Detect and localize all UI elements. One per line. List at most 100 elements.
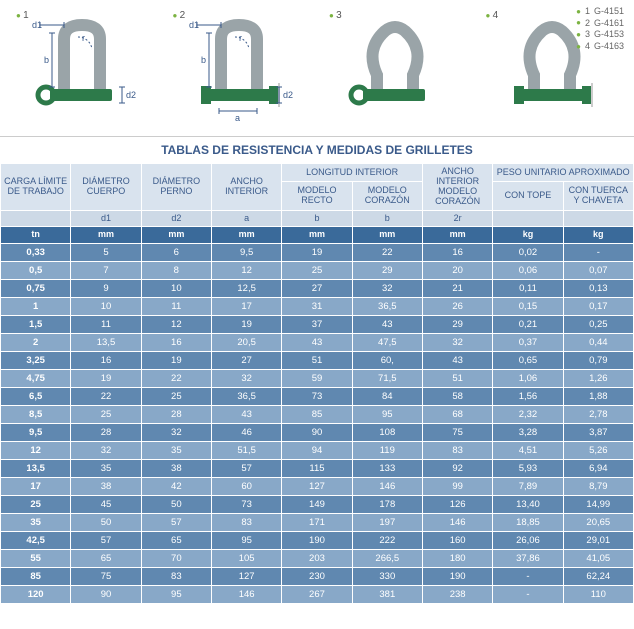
- cell: 119: [352, 442, 422, 460]
- diagram-number: 2: [173, 10, 186, 21]
- cell: 11: [71, 316, 141, 334]
- diagram-3: 3: [321, 8, 470, 128]
- unit-mm: mm: [141, 227, 211, 244]
- cell: 25: [1, 496, 71, 514]
- cell: 5: [71, 244, 141, 262]
- cell: 19: [71, 370, 141, 388]
- cell: 0,02: [493, 244, 563, 262]
- cell: 190: [282, 532, 352, 550]
- cell: 29: [422, 316, 492, 334]
- cell: 149: [282, 496, 352, 514]
- table-row: 2545507314917812613,4014,99: [1, 496, 634, 514]
- cell: 9: [71, 280, 141, 298]
- cell: 0,33: [1, 244, 71, 262]
- col-ancho-corazon: ANCHO INTERIOR MODELO CORAZÓN: [422, 164, 492, 211]
- cell: 42,5: [1, 532, 71, 550]
- sub-d1: d1: [71, 210, 141, 227]
- cell: 0,06: [493, 262, 563, 280]
- cell: 27: [211, 352, 281, 370]
- cell: 146: [422, 514, 492, 532]
- col-peso: PESO UNITARIO APROXIMADO: [493, 164, 634, 182]
- cell: 20,5: [211, 334, 281, 352]
- cell: 20,65: [563, 514, 633, 532]
- table-row: 213,51620,54347,5320,370,44: [1, 334, 634, 352]
- cell: 50: [71, 514, 141, 532]
- unit-tn: tn: [1, 227, 71, 244]
- cell: 35: [141, 442, 211, 460]
- cell: 12: [1, 442, 71, 460]
- cell: -: [493, 568, 563, 586]
- resistance-table: CARGA LÍMITE DE TRABAJO DIÁMETRO CUERPO …: [0, 163, 634, 604]
- diagram-2: 2 d1 b r d2 a: [165, 8, 314, 128]
- cell: 4,75: [1, 370, 71, 388]
- table-row: 857583127230330190-62,24: [1, 568, 634, 586]
- cell: 0,13: [563, 280, 633, 298]
- cell: 0,07: [563, 262, 633, 280]
- cell: 9,5: [1, 424, 71, 442]
- cell: 51: [282, 352, 352, 370]
- cell: 5,26: [563, 442, 633, 460]
- cell: 32: [352, 280, 422, 298]
- cell: 28: [141, 406, 211, 424]
- cell: 238: [422, 586, 492, 604]
- sub-2r: 2r: [422, 210, 492, 227]
- cell: 8: [141, 262, 211, 280]
- cell: 31: [282, 298, 352, 316]
- cell: 21: [422, 280, 492, 298]
- table-title: TABLAS DE RESISTENCIA Y MEDIDAS DE GRILL…: [0, 136, 634, 163]
- unit-mm: mm: [211, 227, 281, 244]
- col-carga: CARGA LÍMITE DE TRABAJO: [1, 164, 71, 211]
- cell: 41,05: [563, 550, 633, 568]
- diagram-number: 3: [329, 10, 342, 21]
- cell: 71,5: [352, 370, 422, 388]
- table-row: 42,557659519022216026,0629,01: [1, 532, 634, 550]
- table-row: 1209095146267381238-110: [1, 586, 634, 604]
- cell: 85: [282, 406, 352, 424]
- svg-text:r: r: [82, 33, 85, 43]
- cell: 70: [141, 550, 211, 568]
- sub-b: b: [282, 210, 352, 227]
- svg-text:d1: d1: [189, 20, 199, 30]
- cell: 8,5: [1, 406, 71, 424]
- cell: 62,24: [563, 568, 633, 586]
- legend-item: ●3G-4153: [576, 29, 624, 41]
- cell: 22: [141, 370, 211, 388]
- cell: 6,94: [563, 460, 633, 478]
- table-row: 9,528324690108753,283,87: [1, 424, 634, 442]
- table-row: 13,5353857115133925,936,94: [1, 460, 634, 478]
- legend-item: ●4G-4163: [576, 41, 624, 53]
- cell: 0,17: [563, 298, 633, 316]
- cell: 85: [1, 568, 71, 586]
- table-row: 3550578317119714618,8520,65: [1, 514, 634, 532]
- cell: 36,5: [211, 388, 281, 406]
- cell: 42: [141, 478, 211, 496]
- cell: 10: [141, 280, 211, 298]
- cell: 28: [71, 424, 141, 442]
- cell: 146: [352, 478, 422, 496]
- cell: 1,88: [563, 388, 633, 406]
- cell: 73: [211, 496, 281, 514]
- cell: 35: [71, 460, 141, 478]
- table-row: 1,51112193743290,210,25: [1, 316, 634, 334]
- cell: 3,28: [493, 424, 563, 442]
- cell: 95: [211, 532, 281, 550]
- cell: 127: [282, 478, 352, 496]
- cell: 11: [141, 298, 211, 316]
- cell: 94: [282, 442, 352, 460]
- cell: 266,5: [352, 550, 422, 568]
- cell: 60,: [352, 352, 422, 370]
- col-diam-cuerpo: DIÁMETRO CUERPO: [71, 164, 141, 211]
- cell: 178: [352, 496, 422, 514]
- cell: 43: [352, 316, 422, 334]
- cell: 203: [282, 550, 352, 568]
- cell: 16: [71, 352, 141, 370]
- cell: 43: [211, 406, 281, 424]
- cell: 171: [282, 514, 352, 532]
- diagram-row: 1 d1 b r d2 2 d1 b r: [0, 0, 634, 136]
- cell: 330: [352, 568, 422, 586]
- cell: 2,78: [563, 406, 633, 424]
- cell: 32: [422, 334, 492, 352]
- col-ancho-int: ANCHO INTERIOR: [211, 164, 281, 211]
- unit-kg: kg: [493, 227, 563, 244]
- cell: 160: [422, 532, 492, 550]
